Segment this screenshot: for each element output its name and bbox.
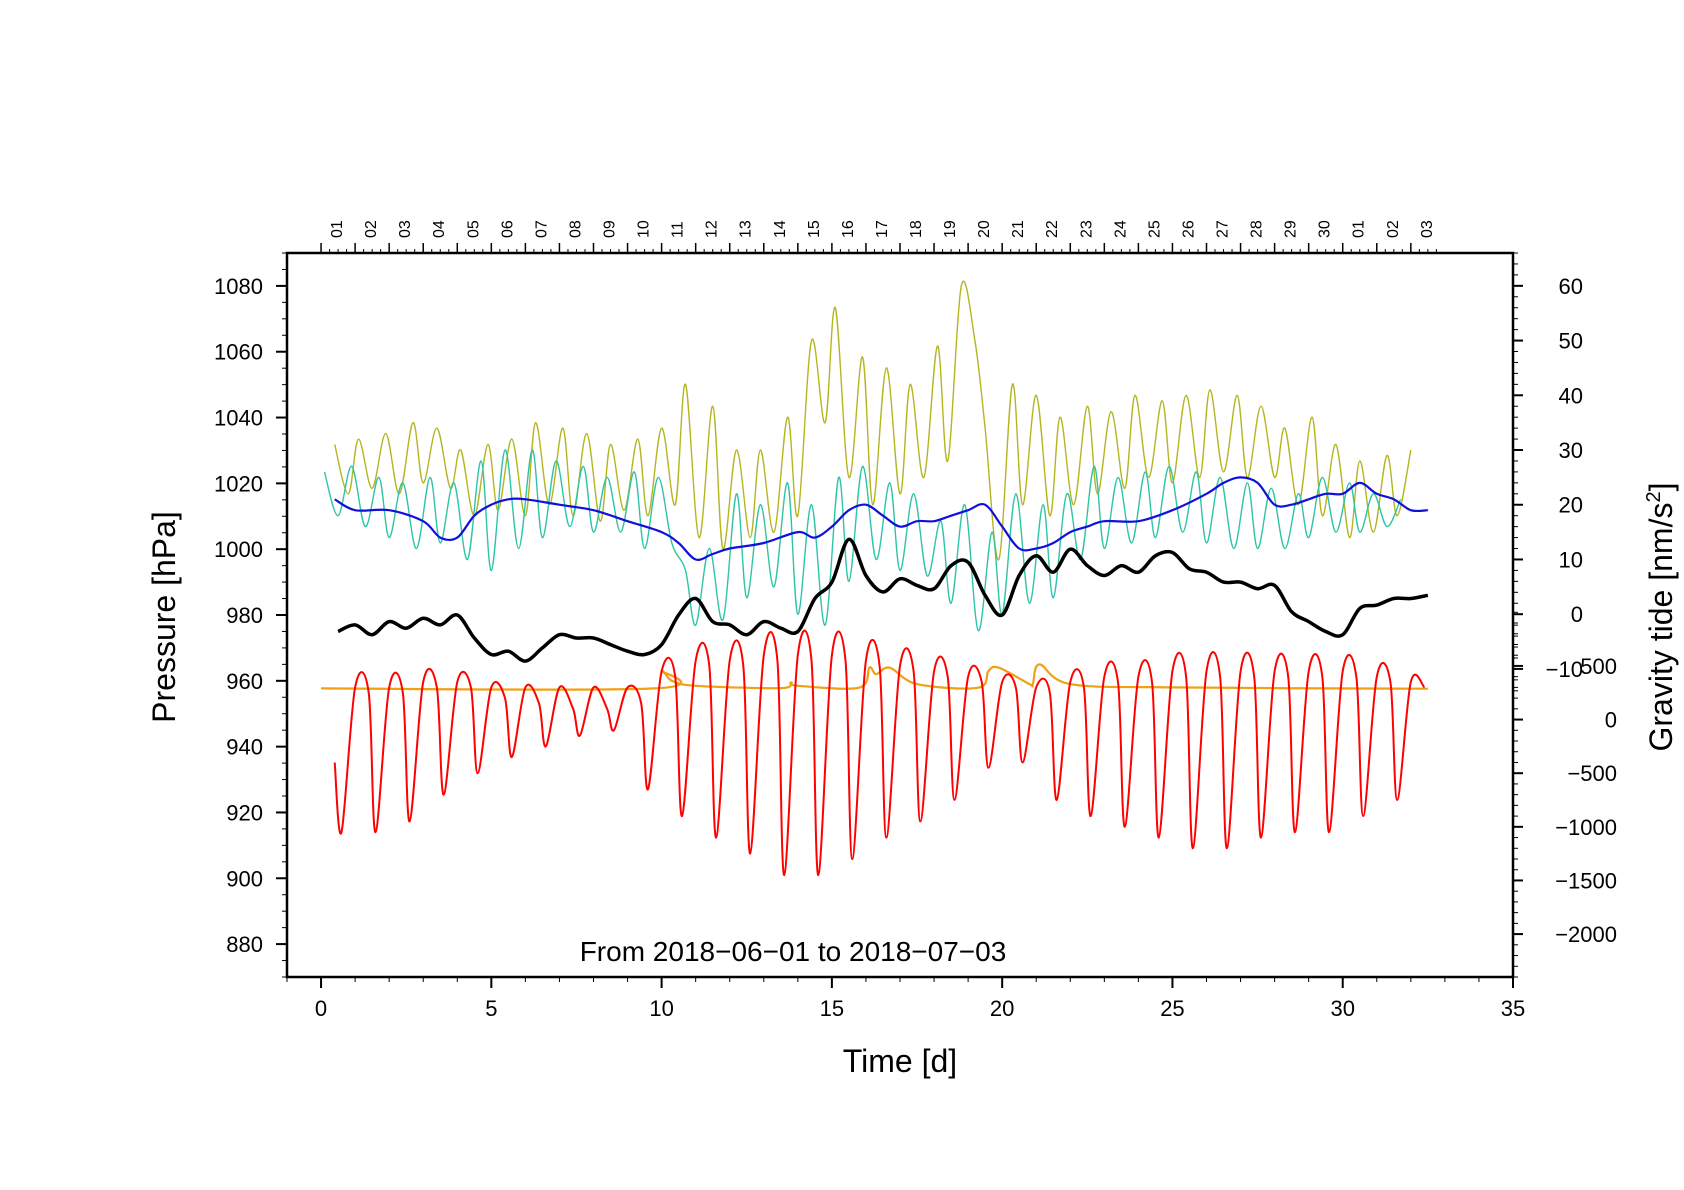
top-day-label: 12: [704, 220, 721, 238]
top-day-label: 15: [806, 220, 823, 238]
top-day-label: 25: [1146, 220, 1163, 238]
top-day-label: 26: [1180, 220, 1197, 238]
top-day-label: 16: [840, 220, 857, 238]
series-line-teal-tidal-trace: [323, 449, 1402, 632]
y-axis-right-title-main: Gravity tide [nm/s: [1643, 503, 1679, 752]
top-day-label: 14: [772, 220, 789, 238]
top-day-label: 04: [431, 220, 448, 238]
x-tick-label: 25: [1160, 996, 1184, 1021]
top-day-label: 28: [1249, 220, 1266, 238]
top-day-label: 22: [1044, 220, 1061, 238]
top-day-label: 27: [1215, 220, 1232, 238]
top-day-label: 03: [1419, 220, 1436, 238]
x-tick-label: 20: [990, 996, 1014, 1021]
y-left-tick-label: 980: [226, 603, 263, 628]
top-day-label: 11: [670, 221, 687, 238]
top-day-label: 07: [533, 220, 550, 238]
x-tick-label: 0: [315, 996, 327, 1021]
tick-marks: [276, 243, 1523, 988]
series-line-pressure: [337, 537, 1429, 663]
y-left-tick-label: 1080: [214, 274, 263, 299]
y-left-tick-label: 1040: [214, 406, 263, 431]
y-right-lower-tick-label: −1000: [1555, 815, 1617, 840]
top-day-label: 02: [363, 220, 380, 238]
top-day-label: 24: [1112, 220, 1129, 238]
top-day-label: 10: [636, 220, 653, 238]
y-right-upper-tick-label: 0: [1571, 602, 1583, 627]
y-right-upper-tick-label: 60: [1559, 274, 1583, 299]
x-tick-label: 10: [649, 996, 673, 1021]
top-day-label: 08: [567, 220, 584, 238]
top-day-label: 01: [1351, 220, 1368, 238]
top-day-label: 19: [942, 220, 959, 238]
y-right-lower-tick-label: 500: [1580, 654, 1617, 679]
top-day-label: 05: [465, 220, 482, 238]
top-day-label: 09: [602, 220, 619, 238]
date-range-annotation: From 2018−06−01 to 2018−07−03: [580, 936, 1007, 967]
y-right-lower-tick-label: −1500: [1555, 868, 1617, 893]
y-left-tick-label: 900: [226, 866, 263, 891]
y-right-upper-tick-label: 50: [1559, 329, 1583, 354]
y-left-tick-label: 1020: [214, 471, 263, 496]
top-day-label: 02: [1385, 220, 1402, 238]
top-day-label: 20: [976, 220, 993, 238]
top-day-label: 01: [329, 220, 346, 238]
series-line-blue-smoothed-trace: [334, 476, 1428, 561]
x-tick-label: 15: [820, 996, 844, 1021]
y-axis-right-title-sup: 2: [1643, 491, 1665, 502]
y-right-upper-tick-label: 30: [1559, 438, 1583, 463]
y-left-tick-label: 1000: [214, 537, 263, 562]
top-day-label: 17: [874, 220, 891, 238]
y-axis-left-title: Pressure [hPa]: [146, 511, 182, 723]
y-left-tick-label: 920: [226, 800, 263, 825]
top-day-label: 30: [1317, 220, 1334, 238]
series-line-orange-trace: [321, 663, 1428, 691]
x-axis-title: Time [d]: [843, 1043, 957, 1079]
y-left-tick-label: 940: [226, 735, 263, 760]
y-right-upper-tick-label: 20: [1559, 493, 1583, 518]
y-right-upper-tick-label: 40: [1559, 383, 1583, 408]
top-day-label: 06: [499, 220, 516, 238]
series-line-olive-tidal-trace: [334, 280, 1412, 561]
y-right-lower-tick-label: −2000: [1555, 922, 1617, 947]
y-left-tick-label: 1060: [214, 340, 263, 365]
x-tick-label: 35: [1501, 996, 1525, 1021]
top-day-label: 13: [738, 220, 755, 238]
top-day-label: 21: [1010, 220, 1027, 238]
y-axis-right-title: Gravity tide [nm/s2]: [1643, 483, 1679, 752]
top-day-label: 03: [397, 220, 414, 238]
top-day-label: 29: [1283, 220, 1300, 238]
series-line-gravity-tide-lower-: [333, 629, 1426, 877]
plot-frame: [285, 251, 1515, 979]
series-group: [321, 280, 1429, 877]
y-right-upper-tick-label: −10: [1546, 657, 1583, 682]
y-left-tick-label: 960: [226, 669, 263, 694]
x-tick-label: 5: [485, 996, 497, 1021]
y-right-lower-tick-label: −500: [1567, 761, 1617, 786]
y-right-upper-tick-label: 10: [1559, 547, 1583, 572]
top-day-label: 23: [1078, 220, 1095, 238]
x-tick-label: 30: [1330, 996, 1354, 1021]
top-day-label: 18: [908, 220, 925, 238]
y-right-lower-tick-label: 0: [1605, 708, 1617, 733]
y-left-tick-label: 880: [226, 932, 263, 957]
y-axis-right-title-end: ]: [1643, 483, 1679, 492]
